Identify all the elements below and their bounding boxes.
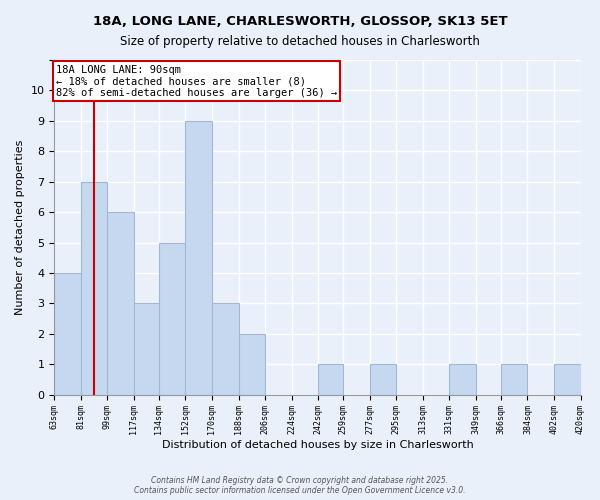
- Text: 18A, LONG LANE, CHARLESWORTH, GLOSSOP, SK13 5ET: 18A, LONG LANE, CHARLESWORTH, GLOSSOP, S…: [92, 15, 508, 28]
- Bar: [370, 364, 396, 394]
- Bar: [54, 273, 81, 394]
- Bar: [554, 364, 581, 394]
- Bar: [212, 304, 239, 394]
- Bar: [81, 182, 107, 394]
- Text: Size of property relative to detached houses in Charlesworth: Size of property relative to detached ho…: [120, 35, 480, 48]
- Bar: [239, 334, 265, 394]
- Bar: [134, 304, 159, 394]
- Text: Contains HM Land Registry data © Crown copyright and database right 2025.
Contai: Contains HM Land Registry data © Crown c…: [134, 476, 466, 495]
- Y-axis label: Number of detached properties: Number of detached properties: [15, 140, 25, 315]
- Text: 18A LONG LANE: 90sqm
← 18% of detached houses are smaller (8)
82% of semi-detach: 18A LONG LANE: 90sqm ← 18% of detached h…: [56, 64, 337, 98]
- Bar: [449, 364, 476, 394]
- Bar: [185, 121, 212, 394]
- Bar: [107, 212, 134, 394]
- Bar: [318, 364, 343, 394]
- X-axis label: Distribution of detached houses by size in Charlesworth: Distribution of detached houses by size …: [161, 440, 473, 450]
- Bar: [501, 364, 527, 394]
- Bar: [159, 242, 185, 394]
